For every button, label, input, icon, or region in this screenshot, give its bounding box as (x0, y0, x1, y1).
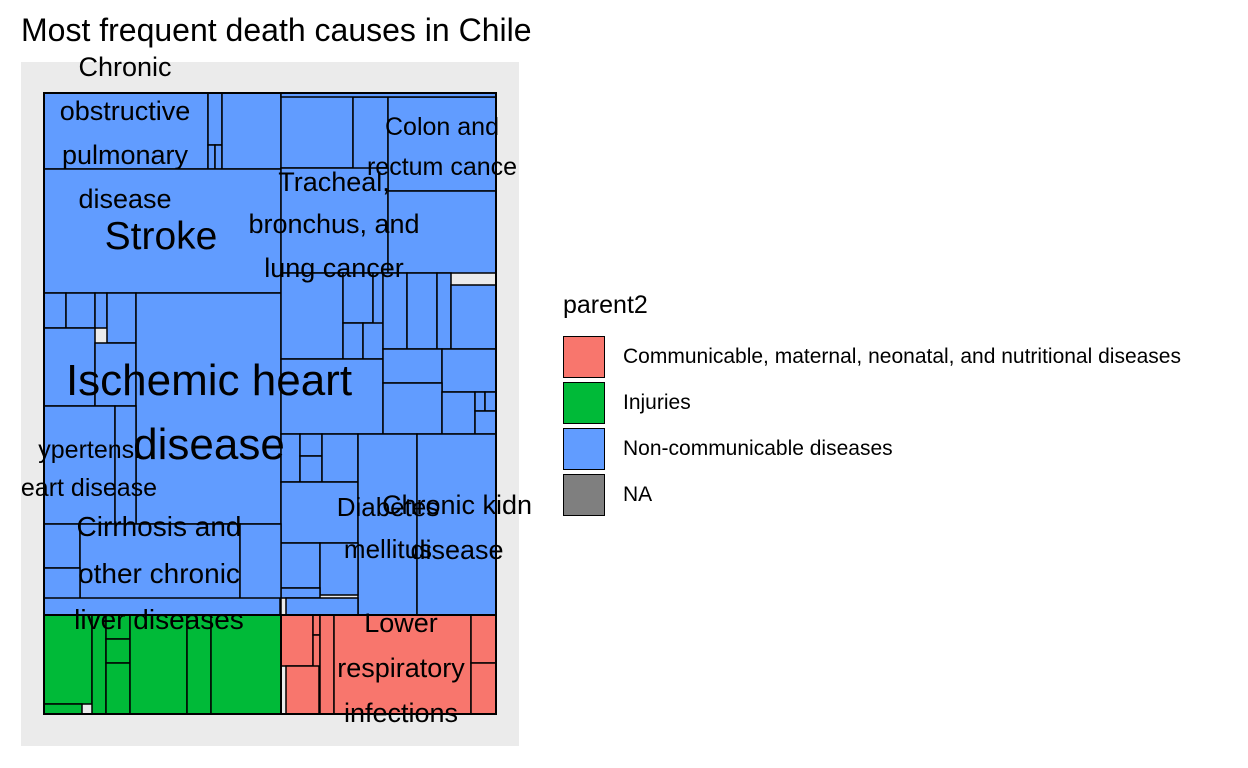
tile-ncd-low-e3 (299, 455, 323, 483)
tile-ncd-small-a2 (207, 144, 216, 170)
tile-ncd-left-c2 (65, 292, 96, 329)
tile-communicable-h7 (470, 662, 497, 715)
tile-ncd-mid-d11 (382, 348, 443, 384)
tile-ncd-mid-d1 (280, 272, 344, 360)
tile-injury-g5 (105, 662, 131, 715)
tile-ncd-mid-d13 (382, 382, 443, 435)
tile-ncd-bottom-f1 (43, 523, 81, 569)
tile-ncd-left-c3 (94, 292, 108, 329)
legend-item-na: NA (563, 472, 1181, 518)
tile-ncd-small-a4 (221, 92, 282, 170)
tile-communicable-h2 (312, 614, 321, 636)
tile-ncd-mid-d8 (436, 272, 452, 350)
legend-label-communicable: Communicable, maternal, neonatal, and nu… (623, 345, 1181, 368)
tile-ncd-left-c4 (106, 292, 137, 344)
tile-label-chronic-obstructive-pulmonary-disease: Chronic obstructive pulmonary disease (60, 52, 191, 214)
tile-label-cirrhosis-and-other-chronic-liver-diseases: Cirrhosis and other chronic liver diseases (74, 511, 244, 635)
tile-ncd-small-a3 (214, 144, 223, 170)
tile-tracheal-lung-cancer (280, 167, 389, 274)
tile-ncd-low-e4 (321, 433, 359, 483)
tile-injury-g1 (43, 614, 93, 705)
legend-title: parent2 (563, 291, 648, 319)
tile-ncd-mid-d17 (474, 410, 497, 435)
tile-ncd-low-e2 (299, 433, 323, 457)
tile-label-chronic-kidney-disease: Chronic kidn disease (382, 490, 532, 565)
tile-ischemic-heart-disease (135, 292, 282, 525)
tiles-layer (43, 92, 497, 715)
legend-key-non-communicable (563, 428, 605, 470)
tile-label-tracheal-bronchus-and-lung-cancer: Tracheal, bronchus, and lung cancer (248, 167, 419, 283)
tile-label-diabetes-mellitus: Diabetes mellitus (337, 492, 440, 564)
tile-ncd-mid-d12 (441, 348, 497, 393)
tile-chronic-kidney-disease (416, 433, 497, 616)
legend-item-non-communicable: Non-communicable diseases (563, 426, 1181, 472)
tile-ncd-mid-d9 (450, 284, 497, 350)
tile-ncd-top-b1 (280, 92, 354, 169)
tile-communicable-h4 (285, 665, 320, 715)
legend-label-na: NA (623, 483, 653, 506)
tile-label-lower-respiratory-infections: Lower respiratory infections (337, 608, 465, 728)
group-border-2 (280, 614, 497, 715)
legend-key-na (563, 474, 605, 516)
legend-item-injuries: Injuries (563, 380, 1181, 426)
tile-communicable-h5 (319, 614, 335, 715)
tile-label-hypertensive-heart-disease: ypertensi eart disease (21, 436, 157, 502)
tile-ncd-mid-d7 (406, 272, 438, 350)
tile-label-stroke: Stroke (105, 215, 218, 258)
legend-key-injuries (563, 382, 605, 424)
legend-key-communicable (563, 336, 605, 378)
tile-diabetes-mellitus (357, 433, 418, 616)
legend-label-injuries: Injuries (623, 391, 691, 414)
tile-label-colon-and-rectum-cancer: Colon and rectum cance (367, 113, 517, 181)
tile-ncd-mid-d15 (474, 391, 486, 412)
tile-communicable-h6 (470, 614, 497, 664)
tile-ncd-mid-d16 (484, 391, 497, 412)
tile-ncd-left-c5 (43, 327, 96, 407)
tile-injury-g4 (105, 638, 131, 664)
tile-ncd-low-e6 (280, 542, 321, 589)
tile-ncd-mid-d4 (342, 322, 364, 360)
tile-ncd-mid-d14 (441, 391, 476, 435)
legend-item-communicable: Communicable, maternal, neonatal, and nu… (563, 334, 1181, 380)
chart-title: Most frequent death causes in Chile (21, 12, 532, 48)
legend-label-non-communicable: Non-communicable diseases (623, 437, 893, 460)
tile-hypertensive-heart-disease (43, 405, 116, 525)
tile-ncd-low-e9 (285, 597, 359, 616)
tile-label-ischemic-heart-disease: Ischemic heart disease (66, 356, 352, 469)
tile-injury-g9 (43, 703, 83, 715)
legend: parent2 Communicable, maternal, neonatal… (563, 290, 1181, 518)
tile-injury-g8 (210, 614, 282, 715)
tile-ncd-mid-d6 (382, 272, 408, 350)
tile-communicable-h1 (280, 614, 314, 667)
tile-ncd-mid-d5 (362, 322, 384, 360)
tile-ncd-low-e7 (319, 542, 359, 596)
tile-ncd-small-a1 (207, 92, 223, 146)
tile-ncd-low-e8 (280, 587, 321, 599)
tile-lower-respiratory-infections (333, 614, 472, 715)
tile-ncd-left-c1 (43, 292, 67, 329)
